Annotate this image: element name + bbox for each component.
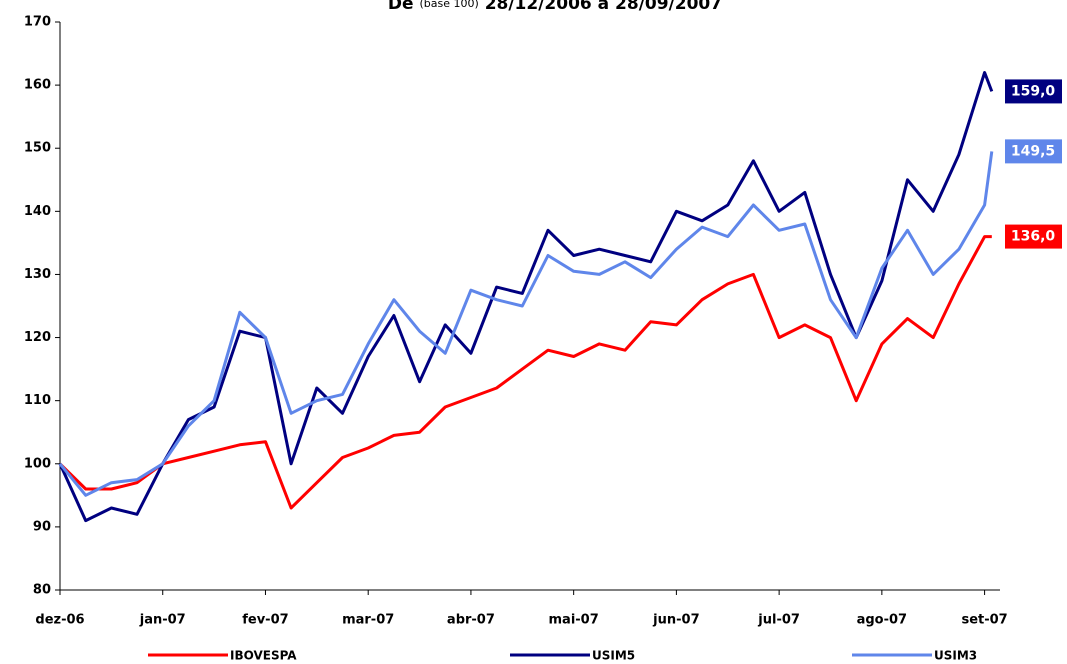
end-label: 136,0 [1011, 229, 1056, 245]
legend-label: USIM5 [592, 649, 635, 663]
x-tick-label: abr-07 [447, 613, 495, 628]
y-tick-label: 150 [24, 141, 51, 156]
x-tick-label: set-07 [961, 613, 1007, 628]
y-tick-label: 130 [24, 267, 51, 282]
legend-label: IBOVESPA [230, 649, 297, 663]
y-tick-label: 170 [24, 15, 51, 30]
x-tick-label: mai-07 [549, 613, 599, 628]
legend-label: USIM3 [934, 649, 977, 663]
x-tick-label: jul-07 [757, 613, 800, 628]
x-tick-label: fev-07 [242, 613, 288, 628]
y-tick-label: 110 [24, 393, 51, 408]
x-tick-label: mar-07 [342, 613, 394, 628]
title-part: 28/12/2006 a 28/09/2007 [485, 0, 722, 14]
end-label: 149,5 [1011, 143, 1055, 159]
x-tick-label: dez-06 [35, 613, 84, 628]
title-part: (base 100) [419, 0, 478, 10]
x-tick-label: ago-07 [857, 613, 908, 628]
end-label-box [1005, 139, 1062, 164]
title-part: De [388, 0, 414, 14]
y-tick-label: 140 [24, 204, 51, 219]
y-tick-label: 90 [33, 519, 51, 534]
end-label-box [1005, 79, 1062, 104]
x-tick-label: jan-07 [139, 613, 186, 628]
y-tick-label: 80 [33, 583, 51, 598]
end-label: 159,0 [1011, 83, 1056, 99]
series-line [58, 235, 992, 510]
series-line [58, 71, 994, 523]
series-line [58, 151, 994, 497]
end-label-box [1005, 224, 1062, 249]
y-tick-label: 120 [24, 330, 51, 345]
y-tick-label: 160 [24, 78, 51, 93]
y-tick-label: 100 [24, 456, 51, 471]
chart-title: De (base 100) 28/12/2006 a 28/09/2007 [388, 0, 722, 14]
x-tick-label: jun-07 [652, 613, 699, 628]
